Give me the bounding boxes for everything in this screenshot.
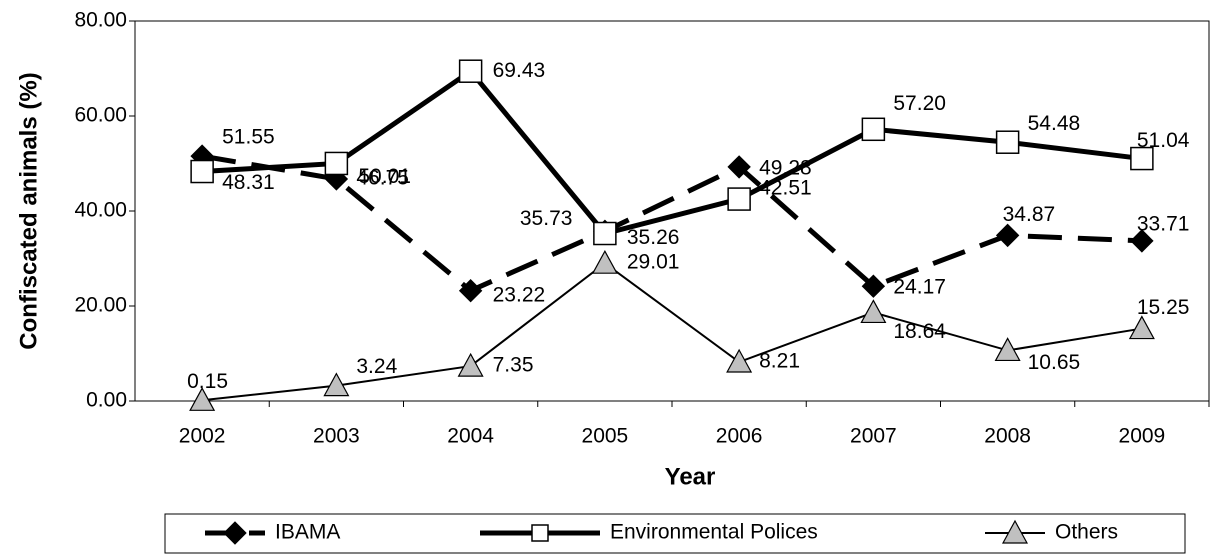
marker [591, 249, 618, 274]
marker [727, 187, 751, 211]
data-label: 3.24 [356, 355, 397, 378]
y-tick-label: 40.00 [74, 199, 127, 222]
marker [593, 221, 617, 246]
data-label: 51.55 [222, 126, 275, 149]
marker [189, 387, 216, 411]
x-tick-label: 2002 [179, 425, 226, 448]
marker [1128, 315, 1155, 340]
marker [727, 155, 751, 179]
data-label: 69.43 [493, 59, 546, 82]
legend-marker [1001, 519, 1029, 544]
marker [994, 337, 1021, 362]
data-label: 51.04 [1137, 129, 1190, 152]
y-tick-label: 80.00 [74, 9, 127, 32]
data-label: 7.35 [493, 354, 534, 377]
x-tick-label: 2009 [1119, 425, 1166, 448]
marker [995, 130, 1020, 154]
legend-label: Others [1055, 521, 1118, 544]
y-axis-title: Confiscated animals (%) [15, 72, 42, 349]
data-label: 35.73 [520, 207, 573, 230]
data-label: 49.28 [759, 156, 812, 179]
legend-marker [531, 524, 549, 542]
data-label: 10.65 [1028, 351, 1081, 374]
x-tick-label: 2006 [716, 425, 763, 448]
y-tick-label: 0.00 [86, 389, 127, 412]
data-label: 8.21 [759, 350, 800, 373]
legend-label: IBAMA [275, 521, 340, 544]
series-line [201, 67, 1143, 237]
y-tick-label: 60.00 [74, 104, 127, 127]
marker [861, 274, 886, 298]
legend-label: Environmental Polices [610, 521, 818, 544]
data-label: 46.75 [356, 166, 409, 189]
data-label: 54.48 [1028, 112, 1081, 135]
x-tick-label: 2008 [984, 425, 1031, 448]
marker [323, 372, 350, 397]
x-tick-label: 2007 [850, 425, 897, 448]
y-tick-label: 20.00 [74, 294, 127, 317]
data-label: 29.01 [627, 251, 680, 274]
data-label: 15.25 [1137, 296, 1190, 319]
marker [190, 159, 214, 184]
data-label: 42.51 [759, 177, 812, 200]
data-label: 0.15 [187, 370, 228, 393]
marker [457, 352, 484, 377]
marker [861, 117, 886, 142]
data-label: 23.22 [493, 283, 546, 306]
x-tick-label: 2005 [582, 425, 629, 448]
marker [458, 278, 483, 303]
marker [1130, 229, 1154, 253]
x-tick-label: 2004 [447, 425, 494, 448]
marker [995, 223, 1020, 248]
series-line [201, 153, 1142, 294]
data-label: 34.87 [1003, 203, 1056, 226]
marker [860, 299, 887, 324]
marker [726, 348, 753, 373]
x-tick-label: 2003 [313, 425, 360, 448]
data-label: 50.01 [358, 165, 411, 188]
marker [458, 59, 483, 83]
marker [1130, 146, 1154, 171]
data-label: 48.31 [222, 171, 275, 194]
legend-marker [223, 521, 247, 545]
marker [324, 151, 349, 176]
data-label: 18.64 [893, 320, 946, 343]
data-label: 24.17 [893, 276, 946, 299]
data-label: 57.20 [893, 92, 946, 115]
series-line [202, 261, 1143, 402]
data-label: 35.26 [627, 226, 680, 249]
x-axis-title: Year [665, 463, 716, 490]
data-label: 33.71 [1137, 212, 1190, 235]
